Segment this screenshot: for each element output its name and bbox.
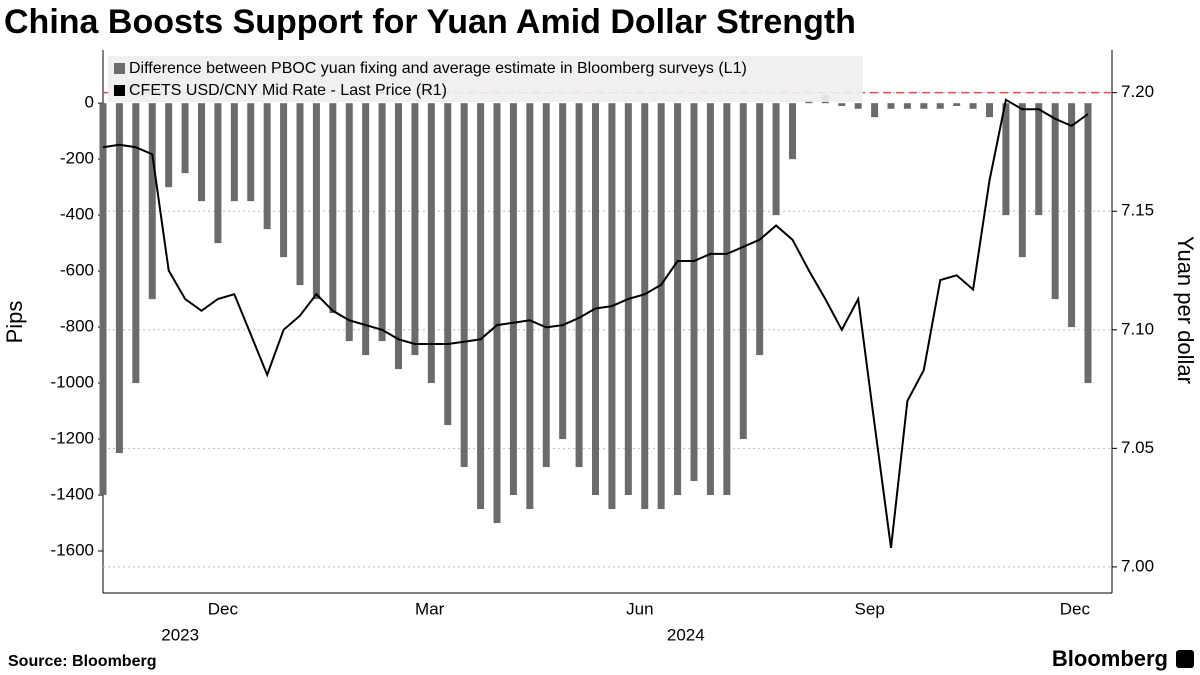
bar: [674, 103, 682, 496]
bar: [280, 103, 288, 258]
bar: [756, 103, 764, 356]
bar: [477, 103, 485, 510]
bar: [181, 103, 189, 174]
bar: [362, 103, 370, 356]
y-tick-label: -1400: [51, 485, 94, 504]
bar: [230, 103, 238, 202]
y2-axis-label: Yuan per dollar: [1173, 236, 1198, 384]
x-group-label: 2024: [667, 625, 705, 644]
bar: [312, 103, 320, 300]
chart-title: China Boosts Support for Yuan Amid Dolla…: [4, 3, 856, 41]
x-group-label: 2023: [161, 625, 199, 644]
bar: [460, 103, 468, 468]
bar: [903, 103, 911, 109]
bar: [1084, 103, 1092, 384]
bar: [986, 103, 993, 118]
bar: [247, 103, 255, 202]
brand: Bloomberg: [1052, 646, 1168, 671]
y-tick-label: -400: [60, 205, 94, 224]
bar: [444, 103, 452, 426]
x-tick-label: Jun: [626, 599, 653, 618]
bar: [592, 103, 599, 496]
bar: [690, 103, 698, 482]
y2-tick-label: 7.00: [1121, 556, 1154, 575]
bar: [263, 103, 271, 230]
line: [102, 98, 1089, 549]
bar: [953, 103, 961, 106]
bar: [345, 103, 353, 342]
bar: [936, 103, 944, 109]
bar: [575, 103, 583, 468]
y-tick-label: -800: [60, 317, 94, 336]
x-tick-label: Mar: [415, 599, 445, 618]
x-tick-label: Dec: [1060, 599, 1091, 618]
y2-tick-label: 7.20: [1121, 82, 1154, 101]
bar: [214, 103, 222, 244]
legend-swatch: [114, 85, 125, 96]
bar: [854, 103, 862, 109]
bar: [1068, 103, 1076, 328]
y2-tick-label: 7.10: [1121, 319, 1154, 338]
bar: [378, 103, 386, 342]
bar: [509, 103, 517, 496]
bar: [706, 103, 714, 496]
legend-label: CFETS USD/CNY Mid Rate - Last Price (R1): [129, 82, 447, 99]
bar: [296, 103, 304, 286]
legend-box: [108, 56, 863, 102]
bar: [198, 103, 205, 202]
y-tick-label: -600: [60, 261, 94, 280]
bar: [772, 103, 780, 216]
y2-tick-label: 7.15: [1121, 201, 1154, 220]
bar: [1002, 103, 1010, 216]
bar: [132, 103, 140, 384]
y-axis-label: Pips: [2, 301, 27, 344]
bar: [165, 103, 173, 188]
bar: [641, 103, 649, 510]
bar: [1035, 103, 1043, 216]
bar: [115, 103, 123, 454]
bar: [887, 103, 895, 109]
bar: [1018, 103, 1026, 258]
bar: [920, 103, 928, 109]
y-tick-label: -1000: [51, 373, 94, 392]
bar: [789, 103, 796, 160]
x-tick-label: Dec: [208, 599, 239, 618]
bar: [739, 103, 747, 440]
bar: [395, 103, 402, 370]
bar: [838, 103, 846, 106]
y2-tick-label: 7.05: [1121, 438, 1154, 457]
bar: [99, 103, 107, 496]
bar: [148, 103, 156, 300]
bar: [493, 103, 501, 524]
y-tick-label: -1600: [51, 540, 94, 559]
bar: [723, 103, 731, 496]
brand-icon: [1176, 650, 1194, 668]
legend-swatch: [114, 63, 125, 74]
bar: [657, 103, 665, 510]
legend-label: Difference between PBOC yuan fixing and …: [129, 60, 747, 77]
bar: [411, 103, 419, 356]
bar: [427, 103, 435, 384]
bar: [871, 103, 879, 118]
source: Source: Bloomberg: [8, 653, 156, 670]
bar: [526, 103, 534, 510]
bar: [969, 103, 977, 109]
bar: [329, 103, 337, 314]
bar: [559, 103, 567, 440]
y-tick-label: 0: [85, 93, 94, 112]
bar: [1051, 103, 1059, 300]
x-tick-label: Sep: [855, 599, 885, 618]
y-tick-label: -200: [60, 149, 94, 168]
bar: [542, 103, 550, 468]
y-tick-label: -1200: [51, 429, 94, 448]
